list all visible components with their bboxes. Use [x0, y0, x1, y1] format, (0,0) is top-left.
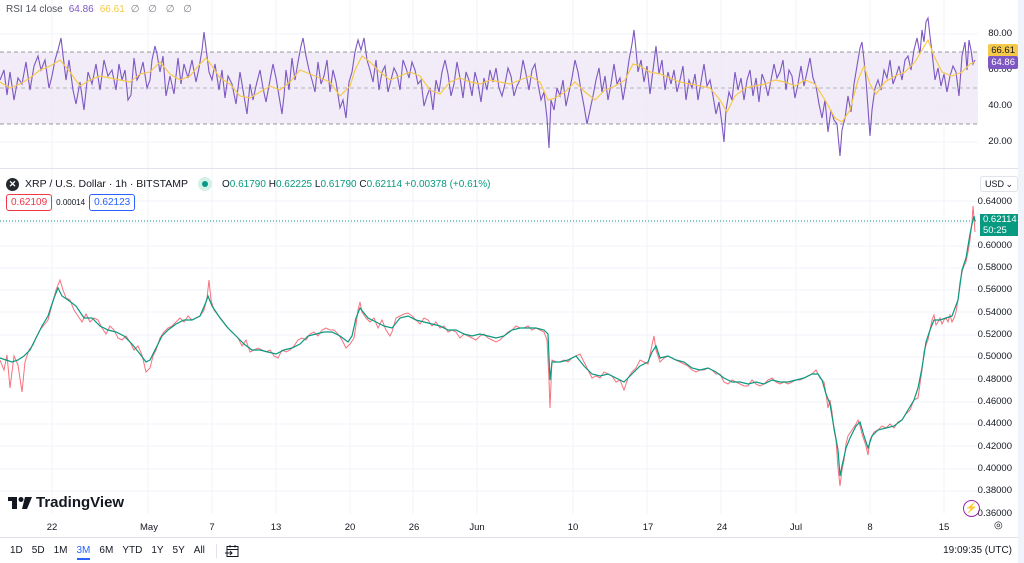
time-axis-label: Jul	[789, 522, 803, 533]
change-value: +0.00378 (+0.61%)	[404, 178, 491, 190]
price-axis-tick: 0.42000	[977, 441, 1012, 452]
range-6m-button[interactable]: 6M	[99, 545, 114, 556]
price-axis-tick: 0.40000	[977, 463, 1012, 474]
price-axis-tick: 0.44000	[977, 418, 1012, 429]
time-axis-label: 17	[642, 522, 654, 533]
symbol-title[interactable]: XRP / U.S. Dollar · 1h · BITSTAMP	[25, 178, 188, 190]
currency-label: USD	[985, 179, 1005, 189]
rsi-plot[interactable]	[0, 0, 1024, 168]
bottom-toolbar: 1D 5D 1M 3M 6M YTD 1Y 5Y All 19:09:35 (U…	[0, 537, 1018, 563]
last-price-tag: 0.62114 50:25	[980, 214, 1018, 236]
price-axis-tick: 0.56000	[977, 284, 1012, 295]
time-axis-label: 22	[46, 522, 58, 533]
rsi-price-tag: 64.86	[988, 56, 1018, 69]
bar-countdown: 50:25	[983, 225, 1007, 236]
time-axis-label: Jun	[469, 522, 485, 533]
bid-ask-panel: 0.62109 0.00014 0.62123	[6, 194, 136, 211]
settings-icon[interactable]: ◎	[994, 520, 1003, 531]
utc-clock[interactable]: 19:09:35 (UTC)	[943, 545, 1012, 556]
open-value: 0.61790	[229, 178, 266, 190]
range-1m-button[interactable]: 1M	[53, 545, 68, 556]
price-axis-tick: 0.54000	[977, 307, 1012, 318]
rsi-axis-tick: 20.00	[988, 136, 1012, 147]
range-ytd-button[interactable]: YTD	[122, 545, 143, 556]
chevron-down-icon: ⌄	[1005, 178, 1013, 189]
go-to-date-icon[interactable]	[224, 544, 239, 558]
range-all-button[interactable]: All	[193, 545, 205, 556]
rsi-legend-title: RSI 14 close	[6, 4, 63, 15]
toolbar-divider	[215, 543, 217, 558]
price-axis-tick: 0.50000	[977, 351, 1012, 362]
range-5d-button[interactable]: 5D	[31, 545, 45, 556]
market-open-dot	[201, 181, 208, 187]
tradingview-logo[interactable]: TradingView	[8, 494, 124, 511]
sell-button[interactable]: 0.62109	[6, 194, 53, 211]
rsi-axis-tick: 40.00	[988, 100, 1012, 111]
last-price-value: 0.62114	[983, 214, 1017, 225]
time-axis-label: 15	[938, 522, 950, 533]
close-value: 0.62114	[366, 178, 403, 190]
xrp-icon: ✕	[6, 177, 19, 191]
ohlc-values: O0.61790 H0.62225 L0.61790 C0.62114 +0.0…	[221, 178, 491, 190]
time-axis-label: 10	[567, 522, 579, 533]
time-axis-label: 26	[408, 522, 420, 533]
time-axis[interactable]: 22 May 7 13 20 26 Jun 10 17 24 Jul 8 15	[0, 514, 1024, 538]
rsi-value: 64.86	[68, 4, 94, 15]
spread-value: 0.00014	[56, 198, 86, 207]
price-axis-tick: 0.64000	[977, 196, 1012, 207]
range-3m-button[interactable]: 3M	[76, 545, 91, 560]
buy-button[interactable]: 0.62123	[89, 194, 136, 211]
rsi-axis-tick: 60.00	[988, 64, 1012, 75]
time-axis-label: 13	[270, 522, 282, 533]
lightning-icon[interactable]: ⚡	[963, 500, 980, 517]
time-axis-label: 24	[716, 522, 728, 533]
price-axis-tick: 0.38000	[977, 485, 1012, 496]
time-axis-label: 20	[344, 522, 356, 533]
tradingview-logo-icon	[8, 496, 32, 509]
price-axis-tick: 0.52000	[977, 329, 1012, 340]
price-axis-tick: 0.58000	[977, 262, 1012, 273]
low-value: 0.61790	[320, 178, 357, 190]
time-axis-label: 8	[867, 522, 873, 533]
range-5y-button[interactable]: 5Y	[172, 545, 185, 556]
price-axis-tick: 0.48000	[977, 374, 1012, 385]
tradingview-logo-text: TradingView	[36, 494, 125, 511]
rsi-ma-price-tag: 66.61	[988, 44, 1018, 57]
price-axis-tick: 0.36000	[977, 508, 1012, 519]
market-status-icon[interactable]	[197, 177, 212, 191]
high-value: 0.62225	[275, 178, 313, 190]
time-axis-label: 7	[209, 522, 215, 533]
pane-separator[interactable]	[0, 168, 1018, 169]
time-axis-label: May	[140, 522, 158, 533]
rsi-axis-tick: 80.00	[988, 28, 1012, 39]
rsi-ma-value: 66.61	[99, 4, 125, 15]
currency-select[interactable]: USD ⌄	[980, 176, 1018, 192]
rsi-legend[interactable]: RSI 14 close 64.86 66.61 ∅ ∅ ∅ ∅	[6, 4, 195, 15]
range-1d-button[interactable]: 1D	[10, 545, 23, 556]
range-1y-button[interactable]: 1Y	[151, 545, 164, 556]
price-axis-tick: 0.60000	[977, 240, 1012, 251]
rsi-ma-line	[0, 38, 976, 123]
symbol-legend[interactable]: ✕ XRP / U.S. Dollar · 1h · BITSTAMP O0.6…	[6, 177, 490, 191]
price-pane[interactable]	[0, 169, 1024, 514]
rsi-empty-values: ∅ ∅ ∅ ∅	[130, 4, 195, 15]
rsi-pane[interactable]: RSI 14 close 64.86 66.61 ∅ ∅ ∅ ∅ 80.00 6…	[0, 0, 1024, 168]
page-scrollbar[interactable]	[1018, 0, 1024, 563]
price-axis-tick: 0.46000	[977, 396, 1012, 407]
